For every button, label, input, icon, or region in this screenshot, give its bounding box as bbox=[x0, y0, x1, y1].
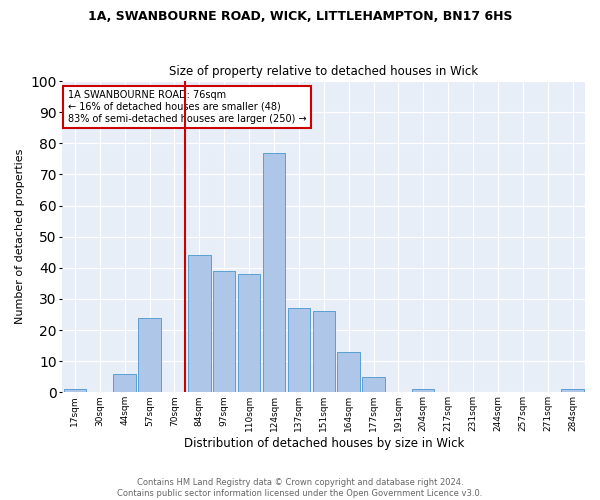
Bar bbox=[213, 271, 235, 392]
Text: Contains HM Land Registry data © Crown copyright and database right 2024.
Contai: Contains HM Land Registry data © Crown c… bbox=[118, 478, 482, 498]
Bar bbox=[412, 389, 434, 392]
Text: 1A SWANBOURNE ROAD: 76sqm
← 16% of detached houses are smaller (48)
83% of semi-: 1A SWANBOURNE ROAD: 76sqm ← 16% of detac… bbox=[68, 90, 307, 124]
Y-axis label: Number of detached properties: Number of detached properties bbox=[15, 149, 25, 324]
Bar bbox=[362, 376, 385, 392]
Bar bbox=[188, 256, 211, 392]
Bar bbox=[238, 274, 260, 392]
Bar bbox=[562, 389, 584, 392]
Title: Size of property relative to detached houses in Wick: Size of property relative to detached ho… bbox=[169, 66, 478, 78]
Bar bbox=[113, 374, 136, 392]
Bar bbox=[337, 352, 360, 393]
Bar bbox=[139, 318, 161, 392]
Bar bbox=[64, 389, 86, 392]
Bar bbox=[313, 312, 335, 392]
Text: 1A, SWANBOURNE ROAD, WICK, LITTLEHAMPTON, BN17 6HS: 1A, SWANBOURNE ROAD, WICK, LITTLEHAMPTON… bbox=[88, 10, 512, 23]
Bar bbox=[287, 308, 310, 392]
Bar bbox=[263, 152, 285, 392]
X-axis label: Distribution of detached houses by size in Wick: Distribution of detached houses by size … bbox=[184, 437, 464, 450]
